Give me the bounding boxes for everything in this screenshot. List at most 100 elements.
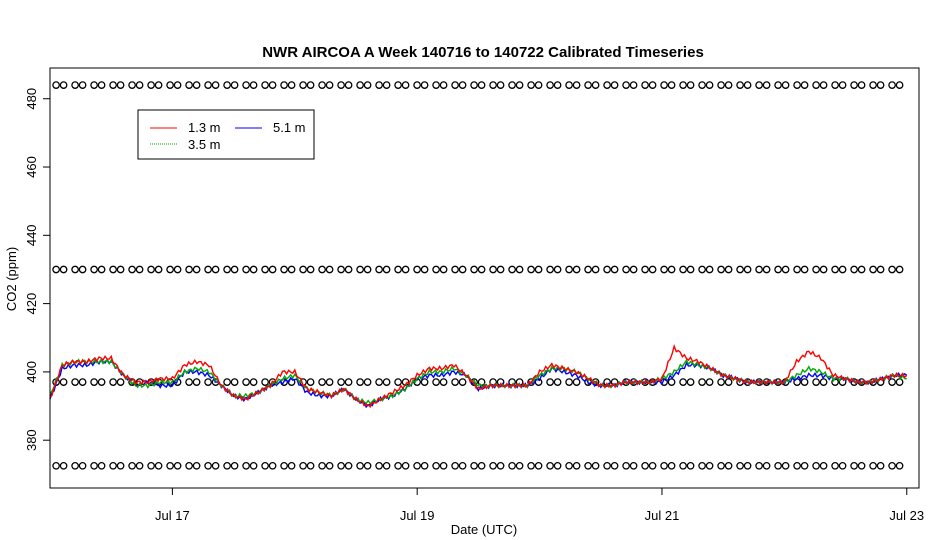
calibration-point — [812, 265, 820, 274]
calibration-point — [192, 265, 201, 274]
calibration-point — [204, 378, 212, 386]
calibration-point — [401, 461, 410, 470]
calibration-point — [97, 378, 106, 386]
calibration-point — [698, 461, 706, 470]
calibration-point — [261, 461, 269, 470]
calibration-point — [679, 461, 687, 470]
calibration-point — [268, 265, 277, 274]
calibration-point — [185, 378, 193, 386]
calibration-point — [667, 265, 676, 274]
calibration-point — [895, 265, 904, 274]
calibration-point — [268, 81, 277, 89]
calibration-point — [888, 378, 896, 386]
calibration-point — [591, 265, 600, 274]
calibration-point — [705, 81, 714, 89]
calibration-point — [800, 81, 809, 89]
calibration-point — [432, 81, 440, 89]
calibration-point — [857, 461, 866, 470]
calibration-point — [793, 265, 801, 274]
calibration-point — [869, 81, 877, 89]
calibration-point — [382, 265, 391, 274]
calibration-point — [318, 81, 326, 89]
calibration-point — [781, 461, 790, 470]
y-tick-label: 440 — [24, 224, 39, 246]
calibration-point — [363, 265, 372, 274]
calibration-point — [660, 265, 668, 274]
calibration-point — [572, 81, 581, 89]
calibration-point — [584, 265, 592, 274]
calibration-point — [831, 461, 839, 470]
calibration-point — [667, 461, 676, 470]
calibration-point — [223, 378, 231, 386]
calibration-point — [743, 265, 752, 274]
calibration-point — [230, 81, 239, 89]
calibration-point — [717, 265, 725, 274]
calibration-point — [337, 461, 345, 470]
calibration-point — [432, 461, 440, 470]
calibration-point — [622, 81, 630, 89]
calibration-point — [420, 265, 429, 274]
calibration-point — [603, 81, 611, 89]
calibration-point — [325, 265, 334, 274]
calibration-point — [363, 378, 372, 386]
calibration-point — [394, 461, 402, 470]
calibration-point — [356, 378, 364, 386]
calibration-point — [572, 461, 581, 470]
calibration-point — [382, 461, 391, 470]
calibration-point — [230, 378, 239, 386]
calibration-point — [439, 378, 448, 386]
calibration-point — [648, 461, 657, 470]
calibration-point — [223, 265, 231, 274]
calibration-point — [477, 265, 486, 274]
calibration-point — [477, 461, 486, 470]
calibration-point — [78, 461, 87, 470]
calibration-point — [553, 461, 562, 470]
calibration-point — [648, 265, 657, 274]
calibration-point — [698, 265, 706, 274]
calibration-point — [90, 81, 98, 89]
calibration-point — [717, 461, 725, 470]
calibration-point — [743, 461, 752, 470]
calibration-point — [793, 461, 801, 470]
calibration-point — [173, 265, 182, 274]
x-tick-label: Jul 19 — [400, 508, 435, 523]
calibration-point — [838, 461, 847, 470]
calibration-point — [71, 378, 79, 386]
calibration-point — [534, 265, 543, 274]
calibration-point — [97, 461, 106, 470]
calibration-point — [819, 378, 828, 386]
calibration-point — [724, 461, 733, 470]
calibration-point — [230, 265, 239, 274]
calibration-point — [489, 81, 497, 89]
calibration-point — [705, 265, 714, 274]
calibration-point — [439, 81, 448, 89]
calibration-point — [515, 81, 524, 89]
calibration-point — [819, 81, 828, 89]
calibration-point — [781, 265, 790, 274]
calibration-point — [173, 461, 182, 470]
calibration-point — [546, 461, 554, 470]
calibration-point — [527, 265, 535, 274]
calibration-point — [147, 461, 155, 470]
calibration-point — [774, 461, 782, 470]
calibration-point — [831, 265, 839, 274]
calibration-point — [470, 461, 478, 470]
calibration-point — [534, 461, 543, 470]
calibration-point — [857, 265, 866, 274]
calibration-point — [363, 81, 372, 89]
calibration-point — [242, 461, 250, 470]
calibration-point — [71, 81, 79, 89]
calibration-point — [698, 378, 706, 386]
calibration-point — [375, 265, 383, 274]
x-tick-label: Jul 17 — [155, 508, 190, 523]
calibration-point — [97, 265, 106, 274]
calibration-point — [603, 265, 611, 274]
calibration-point — [337, 81, 345, 89]
calibration-point — [71, 461, 79, 470]
calibration-point — [641, 81, 649, 89]
calibration-point — [458, 378, 467, 386]
calibration-point — [325, 81, 334, 89]
calibration-point — [173, 81, 182, 89]
calibration-point — [154, 81, 163, 89]
calibration-point — [109, 378, 117, 386]
